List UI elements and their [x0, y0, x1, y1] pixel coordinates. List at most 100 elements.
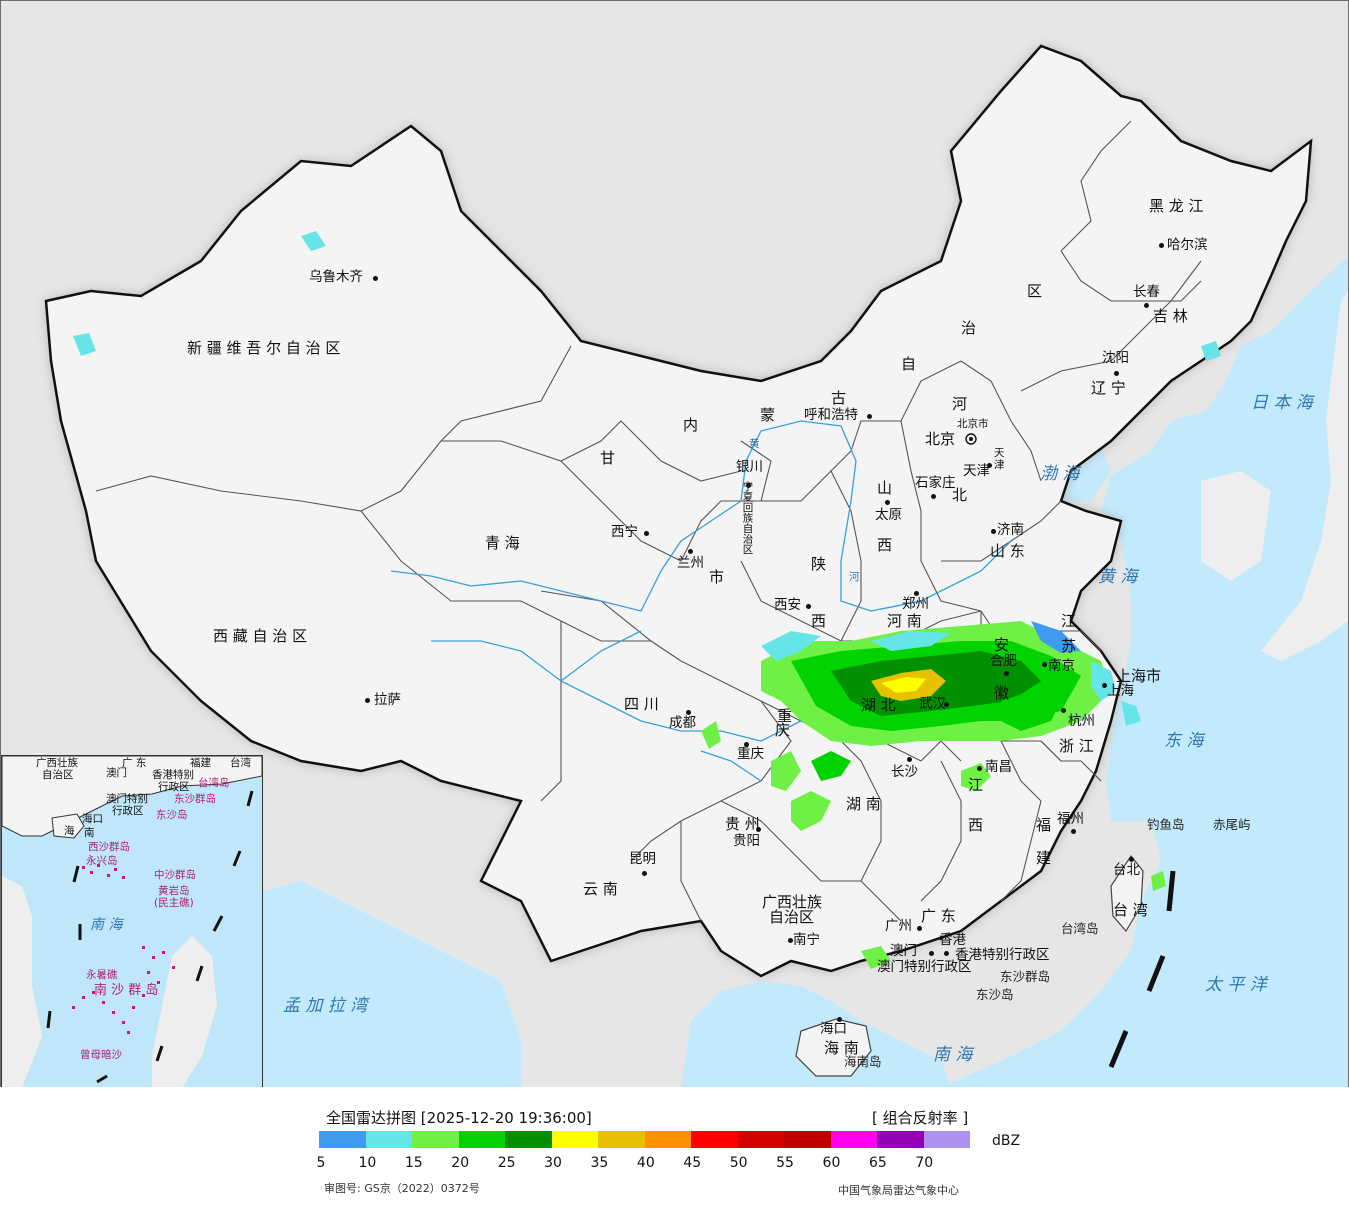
- color-swatch: [737, 1131, 784, 1148]
- island-label: 台湾岛: [1061, 921, 1099, 936]
- province-label: 广 东: [921, 907, 956, 925]
- city-label: 南宁: [793, 932, 820, 948]
- sea-label: 南 海: [933, 1045, 973, 1065]
- radar-map[interactable]: 新 疆 维 吾 尔 自 治 区 西 藏 自 治 区 青 海 甘 内 蒙 古 自 …: [0, 0, 1349, 1088]
- province-label: 天: [994, 447, 1005, 459]
- river-label: 河: [849, 571, 860, 583]
- legend-tick-label: 50: [729, 1155, 748, 1171]
- city-label: 太原: [875, 507, 902, 523]
- legend-tick-label: 10: [358, 1155, 377, 1171]
- province-label: 海 南: [824, 1039, 859, 1057]
- city-dot: [642, 871, 647, 876]
- city-dot: [1129, 857, 1134, 862]
- legend-tick-label: 45: [683, 1155, 702, 1171]
- province-label: 广西壮族: [762, 893, 823, 911]
- radar-echoes: [73, 231, 1221, 969]
- province-label: 北: [952, 486, 968, 504]
- province-label: 自治区: [769, 908, 815, 926]
- legend-tick-label: 15: [404, 1155, 423, 1171]
- inset-label: 中沙群岛: [154, 869, 196, 881]
- city-label: 上海: [1107, 683, 1134, 699]
- province-label: 庆: [775, 721, 791, 739]
- legend-tick-label: 30: [544, 1155, 562, 1171]
- city-label: 呼和浩特: [804, 407, 858, 423]
- inset-label: 行政区: [112, 805, 144, 817]
- province-label: 自: [901, 355, 917, 373]
- legend-tick-label: 40: [636, 1155, 655, 1171]
- city-label: 北京: [925, 430, 956, 448]
- city-dot: [991, 529, 996, 534]
- province-label: 治: [961, 319, 977, 337]
- city-dot: [914, 591, 919, 596]
- inset-label: 黄岩岛: [158, 885, 190, 897]
- color-swatch: [365, 1131, 412, 1148]
- province-label: 陕: [811, 555, 827, 573]
- city-label: 郑州: [902, 596, 929, 612]
- city-label: 武汉: [919, 696, 946, 712]
- legend-title: 全国雷达拼图 [2025-12-20 19:36:00]: [326, 1109, 592, 1127]
- color-swatch: [644, 1131, 691, 1148]
- legend-tick-label: 55: [776, 1155, 794, 1171]
- city-dot: [1061, 708, 1066, 713]
- province-label: 香港特别行政区: [955, 947, 1050, 963]
- inset-label: 台湾: [230, 757, 251, 769]
- legend-tick-label: 65: [868, 1155, 887, 1171]
- city-dot: [1004, 671, 1009, 676]
- province-label: 江: [1061, 612, 1077, 630]
- province-label: 吉 林: [1153, 307, 1188, 325]
- city-label: 石家庄: [915, 475, 956, 491]
- province-label: 云 南: [583, 880, 618, 898]
- inset-canvas: [2, 756, 262, 1087]
- inset-label: 曾母暗沙: [80, 1049, 122, 1061]
- city-dot: [944, 702, 949, 707]
- province-label: 青 海: [485, 534, 520, 552]
- province-label: 西: [877, 536, 893, 554]
- city-label: 南京: [1048, 658, 1075, 674]
- china-land: [44, 44, 1313, 978]
- city-label: 台北: [1113, 862, 1140, 878]
- city-label: 香港: [939, 932, 966, 948]
- color-swatch: [691, 1131, 738, 1148]
- city-label: 昆明: [629, 851, 656, 867]
- map-canvas: [44, 44, 1348, 1087]
- province-label: 澳门特别行政区: [877, 959, 972, 975]
- city-dot: [756, 827, 761, 832]
- inset-label: 澳门特别: [106, 793, 148, 805]
- legend-tick-label: 20: [451, 1155, 470, 1171]
- province-label: 市: [709, 568, 725, 586]
- inset-label: 永兴岛: [86, 855, 118, 867]
- inset-label: 广西壮族: [36, 757, 78, 769]
- legend-tick-label: 60: [822, 1155, 841, 1171]
- province-label: 四 川: [624, 695, 659, 713]
- sea-label: 黄 海: [1098, 567, 1138, 587]
- sea-area-4: [1201, 471, 1271, 581]
- province-label: 蒙: [760, 406, 776, 424]
- province-label: 黑 龙 江: [1149, 197, 1204, 215]
- city-dot: [806, 604, 811, 609]
- legend-unit: dBZ: [992, 1133, 1021, 1149]
- city-dot: [1071, 829, 1076, 834]
- province-label: 浙 江: [1059, 737, 1094, 755]
- city-label: 福州: [1057, 811, 1084, 827]
- inset-label: 海: [64, 825, 75, 837]
- inset-label: 南 海: [90, 917, 123, 933]
- sea-label: 渤 海: [1040, 464, 1080, 484]
- province-label: 西: [811, 612, 827, 630]
- province-label: 宁夏回族自治区: [741, 481, 754, 555]
- city-dot: [837, 1017, 842, 1022]
- province-label: 重: [777, 707, 793, 725]
- city-label: 乌鲁木齐: [309, 269, 363, 285]
- color-scale-bar: [319, 1131, 970, 1148]
- city-label: 海口: [820, 1021, 847, 1037]
- sea-label: 东 海: [1164, 731, 1204, 751]
- city-dot: [1042, 662, 1047, 667]
- province-label: 福: [1036, 816, 1052, 834]
- city-dot: [686, 710, 691, 715]
- province-label: 江: [968, 776, 984, 794]
- province-label: 辽 宁: [1091, 379, 1126, 397]
- inset-label: 南 沙 群 岛: [94, 983, 159, 998]
- inset-label: 西沙群岛: [88, 841, 130, 853]
- city-label: 长沙: [891, 764, 918, 780]
- inset-label: 东沙群岛: [174, 793, 216, 805]
- city-label: 银川: [736, 459, 763, 475]
